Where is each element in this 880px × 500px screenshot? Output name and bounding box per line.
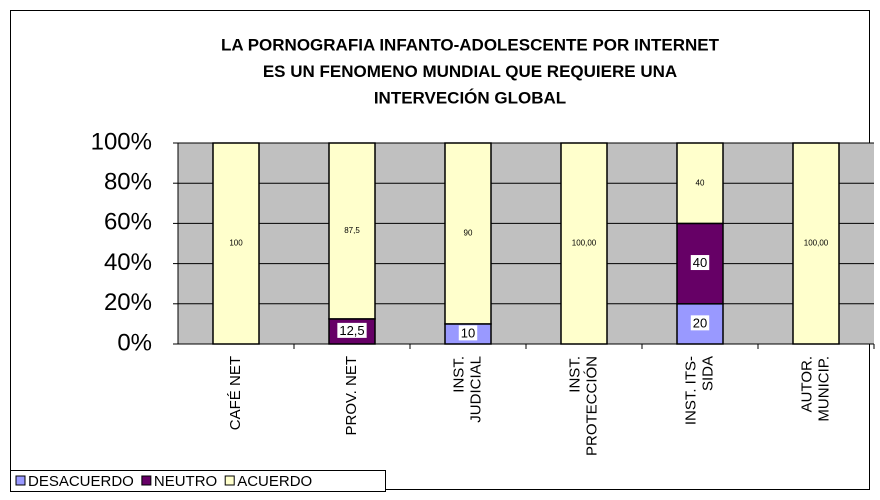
x-tick-label: INST. [566,356,583,393]
legend-swatch [224,475,235,486]
bar-segment [328,142,376,320]
x-tick-label: AUTOR. [798,356,815,412]
legend-swatch [15,475,26,486]
y-tick-label: 80% [104,169,152,196]
x-tick-label: SIDA [699,356,716,391]
value-label: 100,00 [804,239,829,248]
legend-label: DESACUERDO [28,473,134,490]
y-tick-label: 100% [91,128,152,155]
bar-segment [792,142,840,345]
x-tick-label: MUNICIP. [815,356,832,422]
x-tick-label: INST. [450,356,467,393]
bar-segment [560,142,608,345]
value-label-bg [690,315,710,331]
legend-swatch [141,475,152,486]
x-tick-label: PROV. NET [343,356,360,435]
value-label-bg [690,255,710,271]
value-label: 100,00 [572,239,597,248]
bar-segment [444,142,492,325]
value-label-bg [458,325,478,341]
value-label: 100 [229,239,243,248]
chart-title: INTERVECIÓN GLOBAL [374,88,566,107]
plot-area [178,143,874,344]
value-label: 10 [461,325,475,340]
value-label: 87,5 [344,226,360,235]
y-tick-label: 60% [104,209,152,236]
x-tick-label: INST. ITS- [682,356,699,425]
x-tick-label: PROTECCIÓN [583,356,600,456]
chart-title: ES UN FENOMENO MUNDIAL QUE REQUIERE UNA [263,62,677,81]
x-tick-label: CAFÉ NET [227,356,244,430]
value-label: 90 [464,229,473,238]
y-tick-label: 0% [117,329,152,356]
value-label: 20 [693,315,707,330]
bar-segment [212,142,260,345]
y-tick-label: 40% [104,249,152,276]
value-label-bg [337,322,367,338]
legend-label: ACUERDO [237,473,312,490]
value-label: 40 [696,178,705,187]
y-tick-label: 20% [104,289,152,316]
legend-box [10,470,386,492]
x-tick-label: JUDICIAL [467,356,484,423]
bar-segment [676,142,724,225]
chart-title: LA PORNOGRAFIA INFANTO-ADOLESCENTE POR I… [221,35,720,54]
legend-label: NEUTRO [154,473,217,490]
value-label: 40 [693,255,707,270]
value-label: 12,5 [339,323,364,338]
